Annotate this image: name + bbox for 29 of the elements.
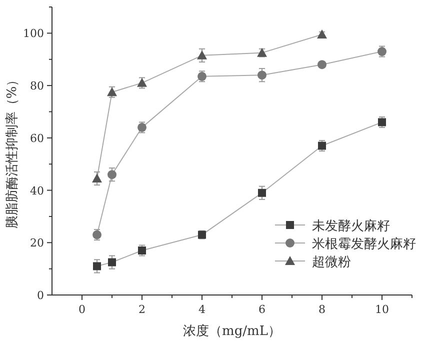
legend-label: 未发酵火麻籽 (312, 219, 390, 234)
point (108, 258, 116, 266)
x-tick-label: 2 (138, 303, 146, 316)
point (108, 170, 116, 180)
point (317, 29, 327, 38)
point (92, 173, 102, 182)
point (137, 78, 147, 87)
x-tick-label: 8 (318, 303, 326, 316)
x-axis-title: 浓度（mg/mL） (183, 323, 281, 339)
x-tick-label: 10 (375, 303, 389, 316)
point (138, 246, 146, 254)
point (258, 70, 266, 80)
x-tick-label: 0 (78, 303, 86, 316)
y-tick-label: 100 (23, 27, 44, 40)
x-tick-label: 6 (258, 303, 266, 316)
point (93, 262, 101, 270)
y-tick-label: 80 (30, 80, 44, 93)
point (378, 118, 386, 126)
y-tick-label: 60 (30, 132, 44, 145)
y-tick-label: 0 (37, 289, 44, 302)
legend-label: 米根霉发酵火麻籽 (312, 237, 416, 252)
legend-label: 超微粉 (312, 255, 351, 270)
y-tick-label: 40 (30, 184, 44, 198)
point (258, 188, 266, 197)
x-tick-label: 4 (198, 303, 206, 316)
point (197, 50, 207, 60)
y-tick-label: 20 (30, 236, 44, 250)
point (318, 60, 326, 70)
y-axis-title: 胰脂肪酶活性抑制率（%） (4, 73, 20, 229)
